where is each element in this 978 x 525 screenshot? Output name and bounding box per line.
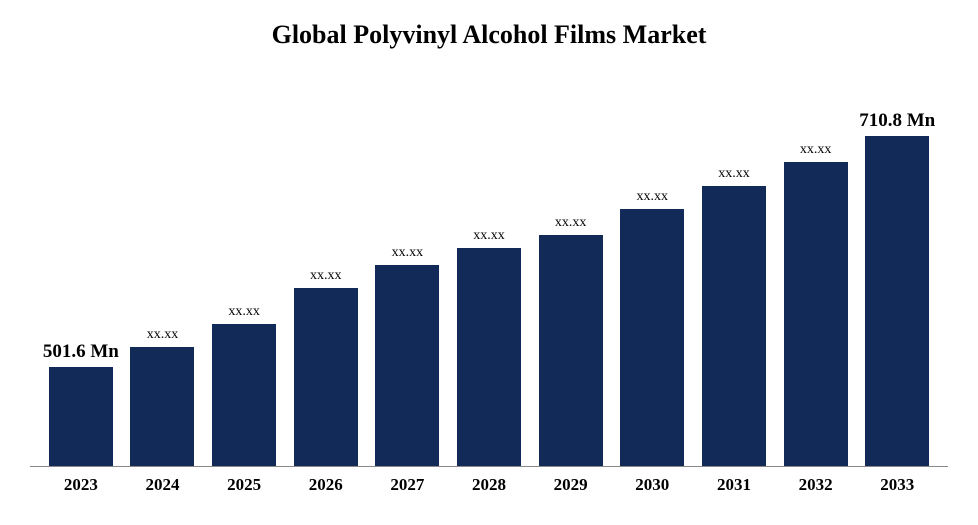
bar-value-label: xx.xx — [147, 327, 179, 343]
bar-group: 710.8 Mn — [856, 75, 938, 466]
bar-value-label: xx.xx — [228, 304, 260, 320]
bar — [702, 186, 766, 467]
bar-group: xx.xx — [448, 75, 530, 466]
bar-group: xx.xx — [530, 75, 612, 466]
x-axis-label: 2027 — [367, 475, 449, 495]
bar-chart: Global Polyvinyl Alcohol Films Market 50… — [0, 0, 978, 525]
bar — [212, 324, 276, 466]
x-axis-label: 2029 — [530, 475, 612, 495]
x-axis-label: 2026 — [285, 475, 367, 495]
bar-group: xx.xx — [611, 75, 693, 466]
x-axis-label: 2028 — [448, 475, 530, 495]
bar — [784, 162, 848, 466]
bar-group: xx.xx — [285, 75, 367, 466]
x-axis-label: 2032 — [775, 475, 857, 495]
bar-group: xx.xx — [693, 75, 775, 466]
bar — [375, 265, 439, 466]
bar — [130, 347, 194, 466]
x-axis-label: 2025 — [203, 475, 285, 495]
bar — [865, 136, 929, 466]
bar-group: 501.6 Mn — [40, 75, 122, 466]
bar — [49, 367, 113, 466]
bar-group: xx.xx — [775, 75, 857, 466]
x-axis-label: 2030 — [611, 475, 693, 495]
plot-area: 501.6 Mn xx.xx xx.xx xx.xx xx.xx xx.xx xx.xx xx… — [30, 75, 948, 467]
bar-group: xx.xx — [367, 75, 449, 466]
x-axis: 2023202420252026202720282029203020312032… — [30, 467, 948, 495]
bar-value-label: xx.xx — [637, 189, 669, 205]
bar-value-label: 710.8 Mn — [859, 110, 935, 132]
bar-value-label: xx.xx — [473, 228, 505, 244]
bar-group: xx.xx — [122, 75, 204, 466]
bar-value-label: xx.xx — [555, 215, 587, 231]
bar-value-label: xx.xx — [310, 268, 342, 284]
bar — [294, 288, 358, 466]
x-axis-label: 2024 — [122, 475, 204, 495]
x-axis-label: 2023 — [40, 475, 122, 495]
bar-group: xx.xx — [203, 75, 285, 466]
bar — [539, 235, 603, 466]
x-axis-label: 2033 — [856, 475, 938, 495]
bar-value-label: 501.6 Mn — [43, 341, 119, 363]
bar — [620, 209, 684, 466]
chart-title: Global Polyvinyl Alcohol Films Market — [30, 20, 948, 50]
bar-value-label: xx.xx — [718, 166, 750, 182]
bar — [457, 248, 521, 466]
bar-value-label: xx.xx — [800, 142, 832, 158]
x-axis-label: 2031 — [693, 475, 775, 495]
bar-value-label: xx.xx — [392, 245, 424, 261]
